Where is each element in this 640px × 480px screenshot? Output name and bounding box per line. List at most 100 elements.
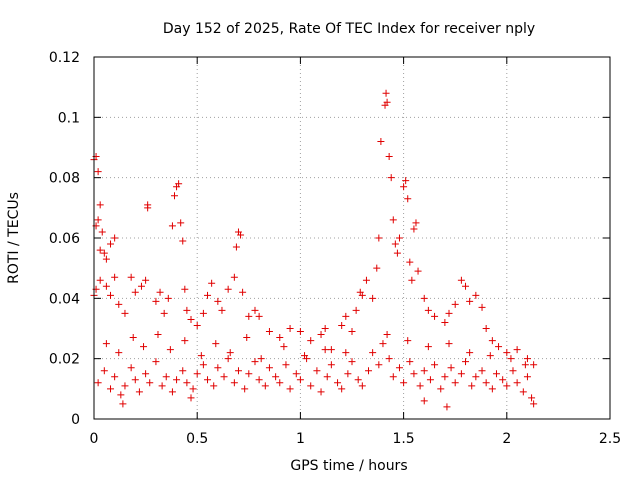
data-point xyxy=(272,373,280,381)
data-point xyxy=(307,382,315,390)
data-point xyxy=(179,237,187,245)
data-point xyxy=(348,358,356,366)
data-point xyxy=(121,382,129,390)
data-point xyxy=(466,297,474,305)
data-point xyxy=(404,337,412,345)
data-point xyxy=(199,361,207,369)
data-point xyxy=(96,276,104,284)
data-point xyxy=(338,385,346,393)
data-point xyxy=(466,349,474,357)
data-point xyxy=(154,331,162,339)
y-tick-label: 0.06 xyxy=(49,231,80,247)
data-point xyxy=(142,370,150,378)
data-point xyxy=(102,340,110,348)
data-point xyxy=(164,294,172,302)
data-point xyxy=(245,312,253,320)
data-point xyxy=(307,337,315,345)
data-point xyxy=(255,312,263,320)
data-point xyxy=(204,291,212,299)
data-point xyxy=(478,367,486,375)
data-point xyxy=(282,361,290,369)
data-point xyxy=(107,291,115,299)
data-point xyxy=(377,137,385,145)
data-point xyxy=(373,264,381,272)
data-point xyxy=(170,192,178,200)
data-point xyxy=(530,361,538,369)
data-point xyxy=(96,201,104,209)
y-tick-label: 0.1 xyxy=(58,110,80,126)
data-point xyxy=(472,291,480,299)
data-point xyxy=(224,355,232,363)
data-point xyxy=(416,382,424,390)
data-point xyxy=(94,379,102,387)
data-point xyxy=(241,385,249,393)
data-point xyxy=(111,234,119,242)
data-point xyxy=(214,297,222,305)
data-points xyxy=(90,89,538,411)
data-point xyxy=(317,388,325,396)
data-point xyxy=(443,403,451,411)
data-point xyxy=(420,397,428,405)
data-point xyxy=(387,174,395,182)
data-point xyxy=(468,382,476,390)
data-point xyxy=(342,312,350,320)
data-point xyxy=(503,382,511,390)
data-point xyxy=(523,355,531,363)
data-point xyxy=(354,376,362,384)
data-point xyxy=(327,361,335,369)
data-point xyxy=(220,373,228,381)
data-point xyxy=(462,358,470,366)
data-point xyxy=(102,282,110,290)
data-point xyxy=(352,306,360,314)
data-point xyxy=(173,376,181,384)
data-point xyxy=(208,279,216,287)
data-point xyxy=(404,195,412,203)
data-point xyxy=(232,243,240,251)
y-tick-label: 0.12 xyxy=(49,50,80,66)
data-point xyxy=(179,367,187,375)
data-point xyxy=(391,240,399,248)
data-point xyxy=(451,300,459,308)
data-point xyxy=(507,355,515,363)
data-point xyxy=(224,285,232,293)
data-point xyxy=(156,288,164,296)
data-point xyxy=(393,249,401,257)
data-point xyxy=(239,288,247,296)
data-point xyxy=(375,361,383,369)
data-point xyxy=(513,379,521,387)
y-axis-label: ROTI / TECUs xyxy=(6,192,22,284)
tick-labels: 0 0.02 0.04 0.06 0.08 0.1 0.12 0 0.5 1 1.5 2 2.5 xyxy=(49,50,621,447)
data-point xyxy=(482,379,490,387)
data-point xyxy=(385,355,393,363)
data-point xyxy=(183,379,191,387)
data-point xyxy=(218,306,226,314)
x-tick-label: 0.5 xyxy=(186,431,208,447)
data-point xyxy=(168,222,176,230)
data-point xyxy=(230,379,238,387)
data-point xyxy=(488,385,496,393)
data-point xyxy=(117,391,125,399)
data-point xyxy=(237,231,245,239)
data-point xyxy=(344,370,352,378)
data-point xyxy=(486,352,494,360)
data-point xyxy=(94,168,102,176)
data-point xyxy=(175,180,183,188)
data-point xyxy=(261,382,269,390)
data-point xyxy=(245,370,253,378)
data-point xyxy=(317,331,325,339)
data-point xyxy=(519,388,527,396)
data-point xyxy=(152,297,160,305)
data-point xyxy=(119,400,127,408)
data-point xyxy=(265,328,273,336)
data-point xyxy=(127,364,135,372)
data-point xyxy=(431,312,439,320)
data-point xyxy=(255,376,263,384)
data-point xyxy=(321,325,329,332)
data-point xyxy=(412,219,420,227)
data-point xyxy=(395,234,403,242)
data-point xyxy=(426,376,434,384)
data-point xyxy=(523,373,531,381)
x-tick-label: 2.5 xyxy=(599,431,621,447)
data-point xyxy=(369,294,377,302)
